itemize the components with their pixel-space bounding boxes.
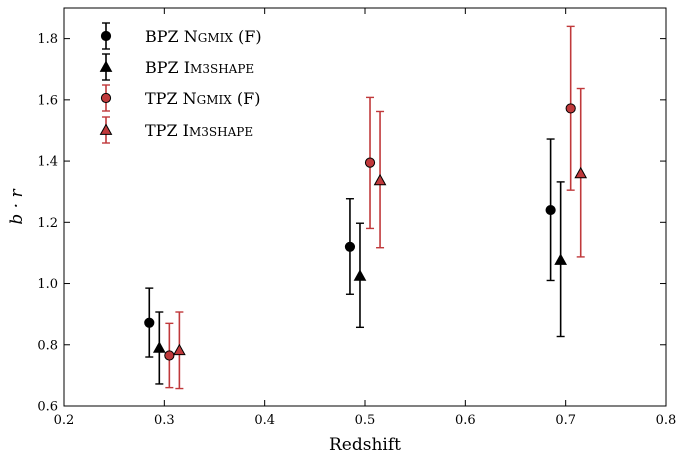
data-marker-circle xyxy=(364,157,376,168)
x-tick-label: 0.5 xyxy=(355,413,376,428)
plot-area xyxy=(144,25,588,390)
legend: BPZ NGMIX (F) BPZ IM3SHAPE TPZ NGMIX (F) TP… xyxy=(99,22,262,144)
legend-marker-triangle xyxy=(99,123,113,135)
series-3-point-0 xyxy=(173,311,186,390)
series-2-point-1 xyxy=(364,96,376,230)
series-0-point-1 xyxy=(344,198,356,295)
series-3-point-2 xyxy=(574,87,588,258)
series-3-point-1 xyxy=(373,110,387,249)
data-marker-triangle xyxy=(353,269,367,281)
data-marker-triangle xyxy=(574,166,588,179)
data-marker-triangle xyxy=(373,173,387,186)
legend-label: TPZ IM3SHAPE xyxy=(145,121,253,140)
legend-entry-2: TPZ NGMIX (F) xyxy=(100,84,260,112)
y-tick-label: 1.6 xyxy=(37,93,58,108)
y-tick-label: 1.2 xyxy=(37,216,58,231)
legend-entry-0: BPZ NGMIX (F) xyxy=(100,22,262,50)
y-tick-label: 1.0 xyxy=(37,277,58,292)
legend-entry-3: TPZ IM3SHAPE xyxy=(99,116,253,144)
series-2-point-2 xyxy=(565,25,576,191)
data-marker-circle xyxy=(545,204,556,216)
data-marker-circle xyxy=(164,350,175,361)
data-marker-circle xyxy=(144,317,155,328)
y-axis-label: b · r xyxy=(7,189,27,225)
data-marker-triangle xyxy=(554,253,567,265)
x-tick-label: 0.4 xyxy=(254,413,275,428)
axes: 0.2 0.3 0.4 0.5 0.6 0.7 0.8 0.6 0.8 1.0 1.2 1.4 1.6 1… xyxy=(37,7,677,428)
series-1-point-0 xyxy=(152,311,166,385)
series-0-point-2 xyxy=(545,138,556,282)
legend-label: BPZ IM3SHAPE xyxy=(145,58,254,77)
series-1-point-1 xyxy=(353,222,367,329)
legend-marker-circle xyxy=(100,30,112,42)
legend-entry-1: BPZ IM3SHAPE xyxy=(99,53,254,81)
x-tick-label: 0.6 xyxy=(455,413,476,428)
series-2-point-0 xyxy=(164,322,175,389)
y-tick-label: 0.8 xyxy=(37,338,58,353)
x-tick-label: 0.2 xyxy=(54,413,75,428)
data-marker-circle xyxy=(565,103,576,114)
data-marker-triangle xyxy=(173,343,186,356)
y-tick-label: 1.4 xyxy=(37,155,58,170)
y-tick-label: 0.6 xyxy=(37,400,58,415)
legend-label: TPZ NGMIX (F) xyxy=(145,89,260,108)
x-tick-label: 0.8 xyxy=(656,413,677,428)
x-axis-label: Redshift xyxy=(329,435,401,455)
series-1-point-2 xyxy=(554,181,567,338)
legend-marker-triangle xyxy=(99,60,113,72)
x-tick-label: 0.7 xyxy=(555,413,576,428)
series-0-point-0 xyxy=(144,287,155,358)
legend-label: BPZ NGMIX (F) xyxy=(145,27,262,46)
y-tick-label: 1.8 xyxy=(37,32,58,47)
legend-marker-circle xyxy=(100,92,112,104)
x-tick-label: 0.3 xyxy=(154,413,175,428)
data-marker-triangle xyxy=(152,341,166,353)
data-marker-circle xyxy=(344,241,356,252)
